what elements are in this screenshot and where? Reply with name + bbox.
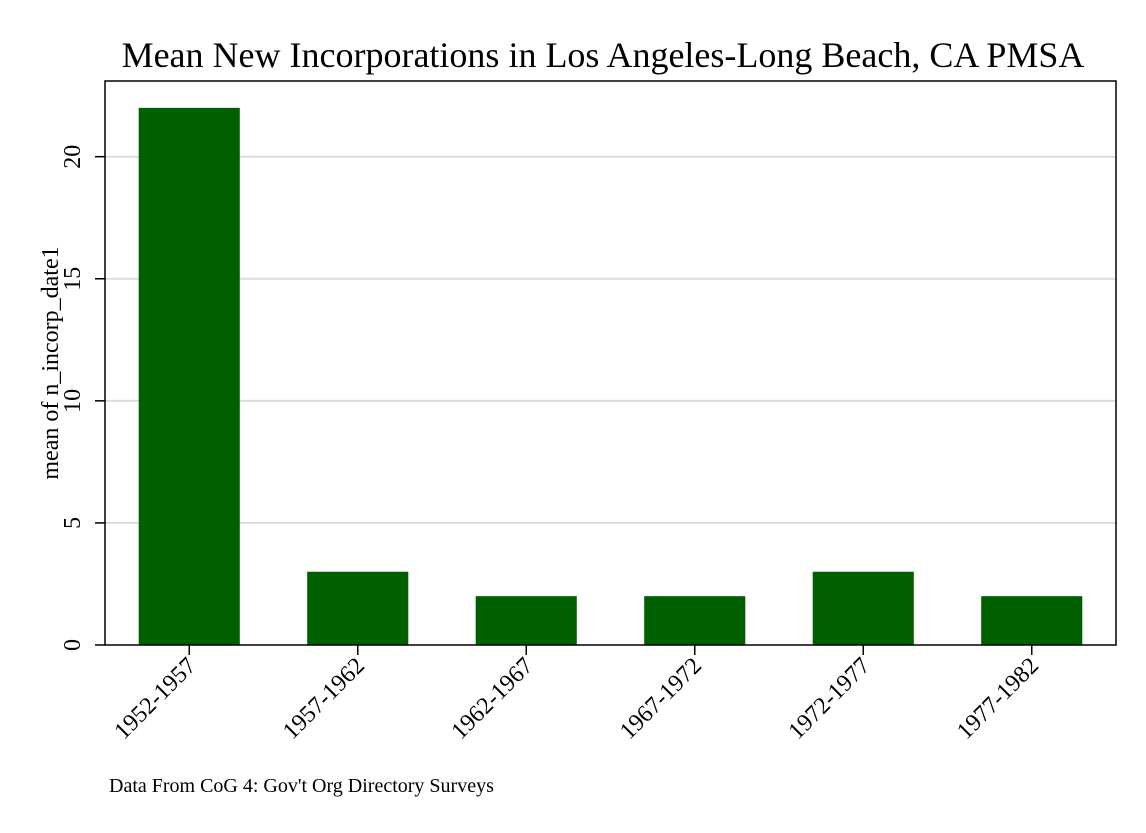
- y-axis-label: mean of n_incorp_date1: [38, 246, 64, 479]
- bars: [138, 107, 1083, 646]
- y-tick-label: 0: [60, 639, 86, 651]
- x-axis-ticks: 1952-1957 1957-1962 1962-1967 1967-1972 1972…: [110, 645, 1044, 745]
- plot-frame: [104, 80, 1117, 646]
- x-tick-label: 1972-1977: [784, 653, 876, 745]
- plot-background: [105, 81, 1116, 645]
- bar-1967-1972: [644, 596, 746, 645]
- bar-1952-1957: [138, 107, 240, 646]
- bar-1977-1982: [981, 596, 1083, 645]
- gridlines: [105, 155, 1116, 524]
- y-tick-label: 10: [60, 389, 86, 413]
- y-tick-label: 5: [60, 517, 86, 529]
- x-tick-label: 1967-1972: [615, 653, 707, 745]
- bar-1962-1967: [475, 596, 577, 645]
- y-tick-label: 20: [60, 145, 86, 169]
- bar-1957-1962: [307, 571, 409, 645]
- plot-area: [104, 80, 1117, 646]
- y-axis-ticks: 0 5 10 15 20: [60, 145, 105, 651]
- bar-1972-1977: [812, 571, 914, 645]
- source-note: Data From CoG 4: Gov't Org Directory Sur…: [109, 775, 494, 797]
- chart-title: Mean New Incorporations in Los Angeles-L…: [122, 35, 1085, 75]
- x-tick-label: 1977-1982: [952, 653, 1044, 745]
- y-tick-label: 15: [60, 267, 86, 291]
- x-tick-label: 1952-1957: [110, 653, 202, 745]
- x-tick-label: 1957-1962: [278, 653, 370, 745]
- x-tick-label: 1962-1967: [447, 653, 539, 745]
